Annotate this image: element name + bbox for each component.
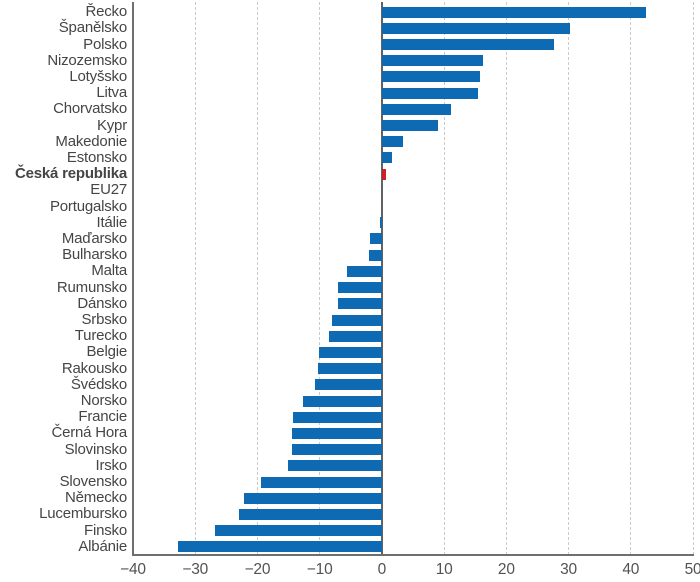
bar — [292, 411, 382, 423]
category-label: Slovinsko — [64, 440, 128, 458]
bar — [381, 152, 393, 164]
gridline-10 — [443, 2, 445, 555]
bar — [287, 460, 382, 472]
bar — [315, 379, 382, 391]
x-axis-line — [132, 554, 694, 556]
category-label: Chorvatsko — [53, 100, 127, 118]
category-label: Lotyšsko — [69, 67, 127, 85]
bar — [337, 298, 382, 310]
category-label: Bulharsko — [62, 246, 127, 264]
bar — [381, 136, 404, 148]
category-label: Albánie — [78, 537, 127, 555]
x-tick-label: −10 — [306, 561, 333, 578]
bar — [381, 71, 481, 83]
category-label: Irsko — [95, 456, 127, 474]
gridline-40 — [630, 2, 632, 555]
x-tick-label: 40 — [622, 561, 640, 578]
gridline--10 — [319, 2, 321, 555]
category-label: Francie — [78, 408, 127, 426]
bar — [370, 233, 382, 245]
category-label: Norsko — [80, 392, 128, 410]
bar — [292, 427, 382, 439]
bar — [239, 508, 382, 520]
bar — [381, 103, 451, 115]
bar — [381, 168, 387, 180]
category-label: EU27 — [90, 181, 127, 199]
bar — [329, 330, 382, 342]
x-tick-label: −20 — [244, 561, 271, 578]
bar — [302, 395, 382, 407]
gridline-20 — [505, 2, 507, 555]
category-label: Polsko — [83, 35, 127, 53]
category-label: Švédsko — [70, 375, 127, 393]
category-label: Španělsko — [58, 19, 127, 37]
gridline-50 — [692, 2, 694, 555]
x-tick-label: 0 — [377, 561, 387, 578]
gridline--20 — [256, 2, 258, 555]
category-label: Řecko — [85, 3, 127, 21]
bar — [381, 120, 439, 132]
category-label: Srbsko — [81, 311, 128, 328]
x-tick-label: 20 — [497, 561, 515, 578]
bar — [381, 55, 484, 67]
x-tick-label: 50 — [684, 561, 700, 578]
left-plot-border — [132, 2, 134, 555]
category-label: Itálie — [96, 213, 128, 231]
category-label: Černá Hora — [51, 424, 127, 442]
bar — [261, 476, 382, 488]
bar — [347, 265, 382, 277]
category-label: Rakousko — [61, 359, 127, 377]
bar — [243, 492, 382, 504]
bar — [332, 314, 382, 326]
x-tick-label: 10 — [435, 561, 453, 578]
category-label: Dánsko — [77, 294, 127, 312]
bar — [381, 6, 647, 18]
category-label: Nizozemsko — [47, 51, 127, 69]
category-label: Česká republika — [14, 165, 127, 183]
x-tick-label: 30 — [560, 561, 577, 578]
bar — [337, 282, 382, 294]
bar — [381, 39, 555, 50]
bar — [319, 346, 382, 358]
category-label: Makedonie — [55, 132, 127, 150]
gridline--30 — [194, 2, 196, 555]
category-label: Finsko — [84, 521, 127, 539]
category-label: Malta — [91, 262, 127, 280]
bar — [318, 363, 382, 375]
category-label: Rumunsko — [56, 278, 127, 296]
category-label: Německo — [65, 489, 127, 507]
bar — [381, 22, 570, 34]
category-label: Maďarsko — [61, 229, 127, 247]
bar — [215, 525, 382, 537]
category-label: Kypr — [96, 116, 127, 134]
bar — [292, 444, 382, 456]
category-label: Lucembursko — [39, 505, 127, 523]
category-label: Portugalsko — [49, 197, 127, 215]
category-label: Turecko — [74, 327, 127, 345]
bar — [178, 541, 382, 553]
category-label: Estonsko — [66, 148, 127, 166]
bar — [381, 87, 479, 99]
bar — [380, 217, 382, 229]
category-label: Belgie — [86, 343, 128, 361]
bar — [368, 249, 382, 261]
x-tick-label: −30 — [182, 561, 209, 578]
category-label: Litva — [96, 84, 127, 102]
x-tick-label: −40 — [120, 561, 146, 578]
zero-axis-line — [380, 2, 383, 555]
gridline-30 — [568, 2, 570, 555]
category-label: Slovensko — [59, 473, 128, 491]
